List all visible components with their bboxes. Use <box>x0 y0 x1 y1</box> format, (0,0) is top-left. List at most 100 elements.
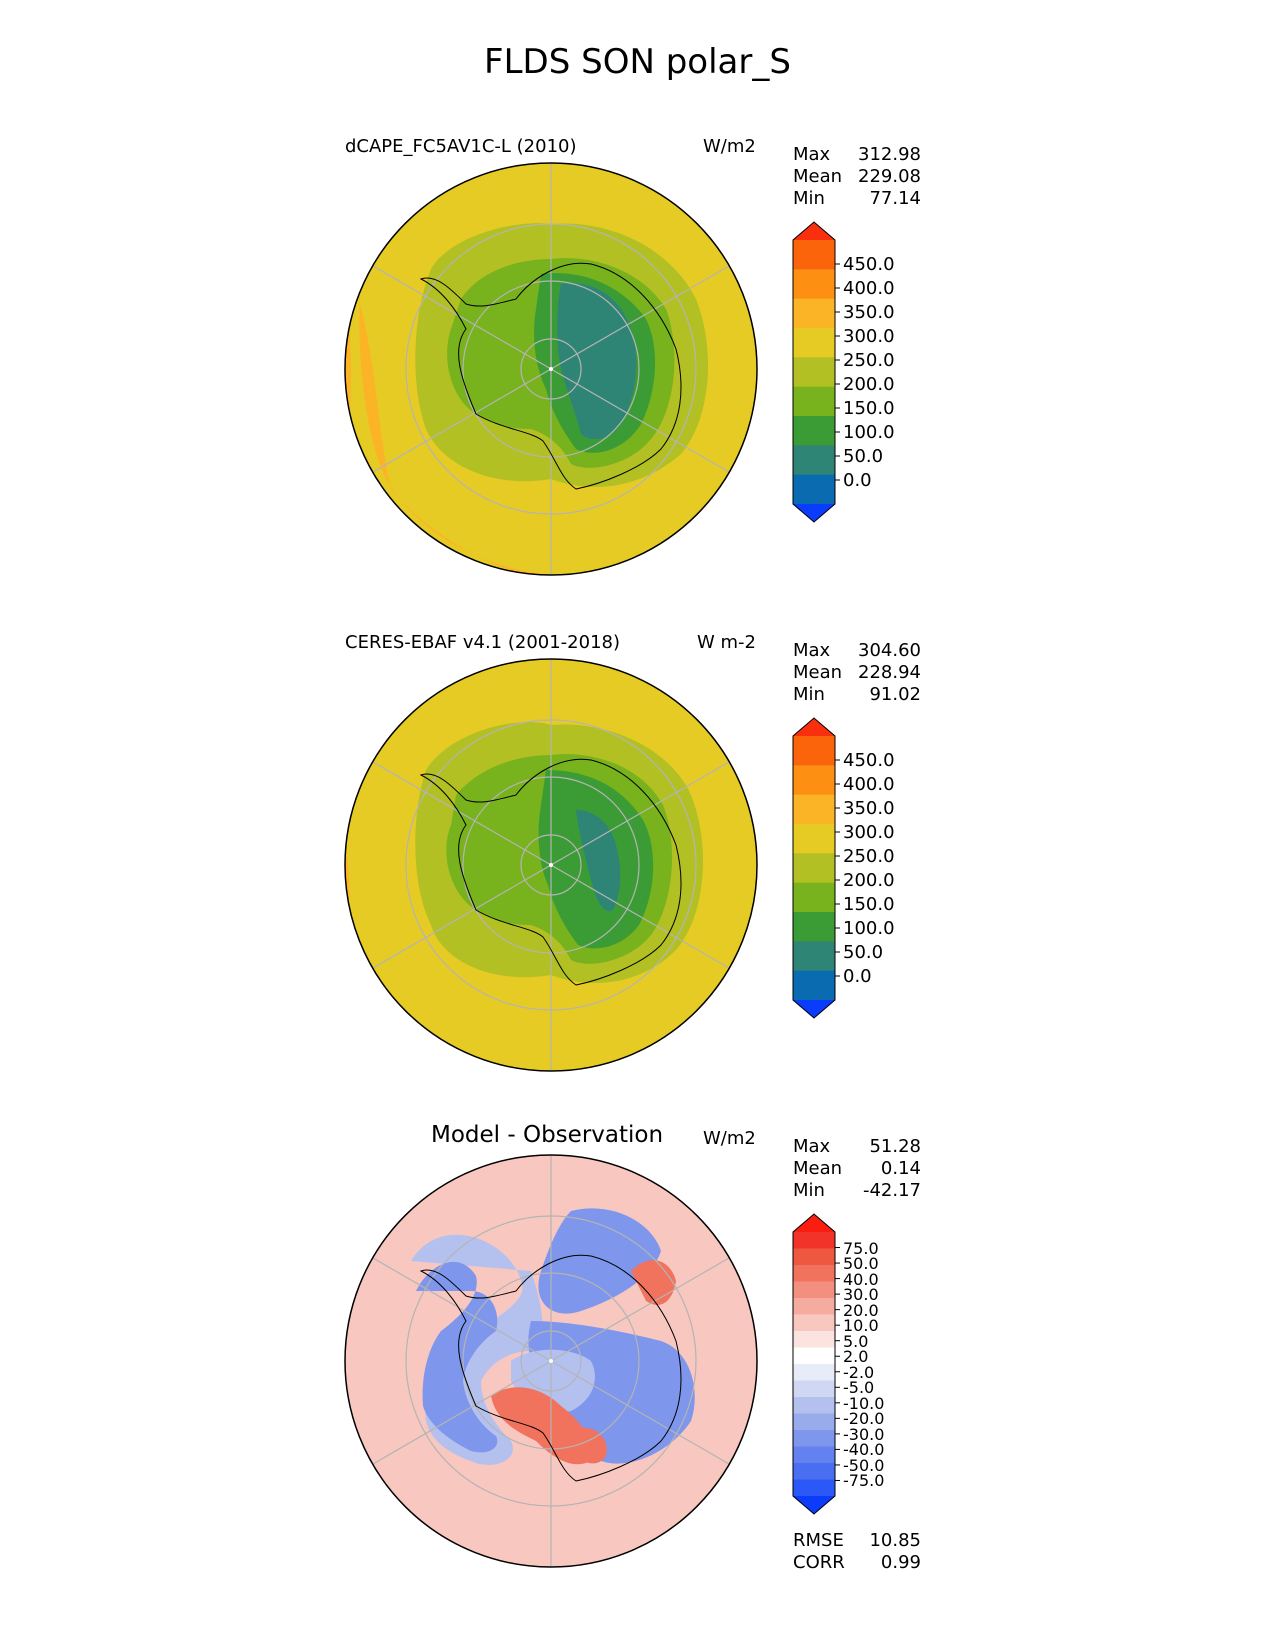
colorbar-tick-label: 40.0 <box>843 1269 879 1289</box>
colorbar-swatch <box>793 1446 835 1464</box>
stat-min: Min 91.02 <box>793 684 921 705</box>
colorbar-tick-label: -20.0 <box>843 1409 885 1429</box>
colorbar-tick-label: -40.0 <box>843 1440 885 1460</box>
colorbar-swatch <box>793 1380 835 1398</box>
colorbar-tick-label: 20.0 <box>843 1300 879 1320</box>
colorbar-outline <box>792 221 836 523</box>
colorbar-swatch <box>793 357 835 388</box>
colorbar-tick-label: -2.0 <box>843 1362 875 1382</box>
colorbar-swatch <box>793 1397 835 1414</box>
colorbar-swatch <box>793 912 835 942</box>
colorbar-tick-label: 100.0 <box>843 918 895 939</box>
stat-max: Max 312.98 <box>793 144 921 165</box>
colorbar-tick-label: 350.0 <box>843 798 895 819</box>
colorbar-swatch <box>793 1265 835 1282</box>
stat-min: Min 77.14 <box>793 188 921 209</box>
colorbar-swatches <box>792 717 840 1019</box>
colorbar-swatch <box>793 240 835 270</box>
colorbar-swatch <box>793 1430 835 1447</box>
colorbar-tick-label: -30.0 <box>843 1424 885 1444</box>
colorbar-swatch <box>793 298 835 329</box>
colorbar-swatch <box>793 269 835 300</box>
colorbar-tick-label: 50.0 <box>843 446 884 467</box>
colorbar-swatch <box>793 765 835 796</box>
polar-map-test <box>344 162 758 576</box>
colorbar-swatch <box>793 882 835 913</box>
colorbar-tick-label: 50.0 <box>843 1254 879 1274</box>
stat-mean: Mean 229.08 <box>793 166 921 187</box>
colorbar-tick-label: 75.0 <box>843 1238 879 1258</box>
colorbar-extend-min <box>793 504 835 522</box>
colorbar-swatch <box>793 941 835 972</box>
panel-3-stats: Max 51.28 Mean 0.14 Min -42.17 <box>793 1136 921 1202</box>
colorbar-swatch <box>793 1248 835 1266</box>
panel-3-metrics: RMSE 10.85 CORR 0.99 <box>793 1530 921 1574</box>
colorbar-tick-label: -75.0 <box>843 1471 885 1491</box>
colorbar-swatch <box>793 1281 835 1299</box>
colorbar-tick-label: 450.0 <box>843 750 895 771</box>
colorbar-swatch <box>793 1347 835 1365</box>
colorbar-swatch <box>793 736 835 766</box>
colorbar-swatch <box>793 1314 835 1332</box>
stat-mean: Mean 228.94 <box>793 662 921 683</box>
colorbar-tick-label: 250.0 <box>843 846 895 867</box>
colorbar-tick-label: 250.0 <box>843 350 895 371</box>
colorbar-swatch <box>793 1232 835 1249</box>
colorbar-swatch <box>793 445 835 476</box>
colorbar-swatch <box>793 386 835 417</box>
colorbar-tick-label: 300.0 <box>843 326 895 347</box>
colorbar-tick-label: -10.0 <box>843 1393 885 1413</box>
colorbar-swatch <box>793 1413 835 1431</box>
panel-2-units: W m-2 <box>697 632 757 653</box>
panel-3-colorbar <box>792 1213 840 1518</box>
colorbar-tick-label: 30.0 <box>843 1285 879 1305</box>
panel-3-units: W/m2 <box>703 1128 756 1149</box>
polar-map-reference <box>344 658 758 1072</box>
panel-1-colorbar <box>792 221 840 526</box>
colorbar-tick-label: 400.0 <box>843 278 895 299</box>
colorbar-swatch <box>793 1463 835 1480</box>
stat-mean: Mean 0.14 <box>793 1158 921 1179</box>
colorbar-tick-label: 450.0 <box>843 254 895 275</box>
colorbar-swatch <box>793 853 835 884</box>
panel-1-map <box>344 162 758 580</box>
colorbar-swatch <box>793 1364 835 1381</box>
panel-3-map <box>344 1154 758 1572</box>
stat-max: Max 51.28 <box>793 1136 921 1157</box>
panel-2-stats: Max 304.60 Mean 228.94 Min 91.02 <box>793 640 921 706</box>
colorbar-swatches <box>792 221 840 523</box>
colorbar-extend-max <box>793 718 835 736</box>
colorbar-tick-label: 50.0 <box>843 942 884 963</box>
stat-max: Max 304.60 <box>793 640 921 661</box>
figure-title: FLDS SON polar_S <box>484 42 791 82</box>
colorbar-tick-label: 200.0 <box>843 374 895 395</box>
colorbar-swatch <box>793 1479 835 1497</box>
colorbar-tick-label: 300.0 <box>843 822 895 843</box>
colorbar-swatch <box>793 824 835 854</box>
colorbar-swatches <box>792 1213 840 1515</box>
metric-rmse: RMSE 10.85 <box>793 1530 921 1551</box>
colorbar-swatch <box>793 1331 835 1348</box>
colorbar-outline <box>792 717 836 1019</box>
colorbar-tick-label: 0.0 <box>843 966 872 987</box>
colorbar-extend-min <box>793 1496 835 1514</box>
colorbar-tick-label: 10.0 <box>843 1316 879 1336</box>
metric-corr: CORR 0.99 <box>793 1552 921 1573</box>
colorbar-swatch <box>793 416 835 446</box>
colorbar-extend-max <box>793 222 835 240</box>
polar-map-difference <box>344 1154 758 1568</box>
panel-2-map <box>344 658 758 1076</box>
colorbar-swatch <box>793 474 835 505</box>
colorbar-tick-label: 5.0 <box>843 1331 869 1351</box>
panel-3-name: Model - Observation <box>431 1122 664 1148</box>
colorbar-tick-label: -50.0 <box>843 1455 885 1475</box>
colorbar-tick-label: -5.0 <box>843 1378 875 1398</box>
colorbar-swatch <box>793 794 835 825</box>
colorbar-swatch <box>793 970 835 1001</box>
colorbar-tick-label: 150.0 <box>843 894 895 915</box>
stat-min: Min -42.17 <box>793 1180 921 1201</box>
colorbar-swatch <box>793 328 835 358</box>
colorbar-outline <box>792 1213 836 1515</box>
panel-1-stats: Max 312.98 Mean 229.08 Min 77.14 <box>793 144 921 210</box>
panel-2-colorbar <box>792 717 840 1022</box>
